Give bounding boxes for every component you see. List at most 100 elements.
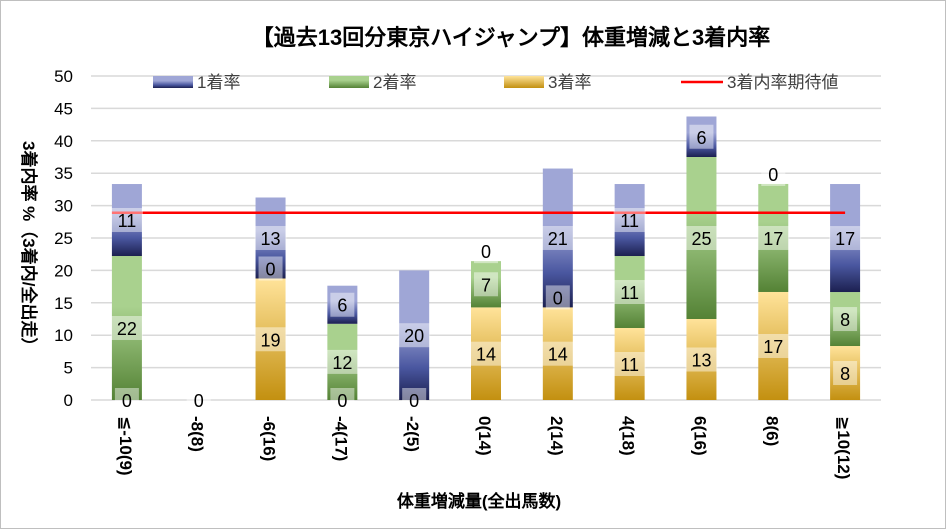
x-tick-label: ≧10(12) (834, 416, 853, 479)
data-label-bg (613, 280, 646, 305)
data-label: 0 (481, 242, 491, 262)
data-label: 0 (553, 288, 563, 308)
data-label: 11 (620, 355, 639, 375)
bar-second-rate (758, 183, 789, 292)
bar-third-rate (542, 307, 573, 400)
data-label: 8 (840, 364, 850, 384)
data-label-bg (689, 124, 714, 149)
data-label-bg (685, 226, 718, 250)
data-label: 11 (118, 211, 137, 231)
legend-label: 2着率 (373, 73, 416, 92)
bar-third-rate (830, 346, 861, 400)
data-label-bg (829, 226, 862, 251)
legend-label: 1着率 (197, 73, 240, 92)
data-label-bg (402, 388, 427, 412)
bar-third-rate (614, 328, 645, 400)
data-label: 19 (261, 330, 281, 350)
y-tick-label: 40 (54, 132, 73, 151)
x-tick-label: 4(18) (619, 416, 638, 456)
x-tick-label: -4(17) (331, 416, 350, 461)
data-label: 20 (404, 326, 424, 346)
data-label: 0 (409, 391, 419, 411)
data-label: 11 (620, 283, 639, 303)
data-label: 0 (337, 391, 347, 411)
data-label: 0 (768, 165, 778, 185)
bar-third-rate (471, 307, 501, 400)
data-label: 0 (266, 260, 276, 280)
data-label-bg (398, 323, 431, 348)
data-label-bg (110, 208, 143, 233)
bar-second-rate (327, 323, 358, 400)
y-tick-label: 5 (64, 359, 73, 378)
data-label: 17 (835, 229, 855, 249)
data-label: 22 (117, 319, 137, 339)
bar-first-rate (686, 116, 717, 157)
data-label: 8 (840, 310, 850, 330)
legend-label: 3着率 (548, 73, 591, 92)
data-label-bg (254, 226, 287, 250)
x-tick-label: 0(14) (475, 416, 494, 456)
bar-first-rate (399, 270, 430, 400)
data-label-bg (833, 307, 858, 332)
bar-third-rate (255, 278, 286, 400)
data-label: 11 (620, 211, 639, 231)
data-label-bg (541, 225, 574, 250)
bar-second-rate (471, 261, 501, 308)
y-tick-label: 25 (54, 229, 73, 248)
x-tick-label: -8(8) (188, 416, 207, 452)
data-label-bg (545, 285, 570, 310)
data-label-bg (613, 352, 646, 377)
data-label-bg (470, 341, 502, 366)
data-label: 6 (337, 296, 347, 316)
y-tick-label: 45 (54, 99, 73, 118)
data-label-bg (613, 208, 646, 233)
data-label: 21 (548, 229, 568, 249)
data-label: 12 (332, 353, 352, 373)
data-label-bg (330, 292, 355, 317)
bar-second-rate (111, 256, 142, 400)
bar-second-rate (614, 256, 645, 329)
x-tick-label: 2(14) (547, 416, 566, 456)
data-label: 0 (194, 391, 204, 411)
bar-first-rate (111, 184, 142, 257)
y-tick-label: 30 (54, 197, 73, 216)
data-label-bg (110, 316, 143, 341)
data-label: 14 (476, 345, 496, 365)
data-label-bg (326, 349, 359, 374)
bar-first-rate (327, 285, 358, 324)
data-label: 7 (481, 275, 491, 295)
data-label-bg (254, 327, 287, 352)
y-tick-label: 20 (54, 261, 73, 280)
data-label-bg (761, 161, 786, 186)
data-label: 0 (122, 391, 132, 411)
y-tick-label: 0 (64, 391, 73, 410)
data-label: 13 (691, 351, 711, 371)
bar-third-rate (758, 291, 789, 400)
y-axis-title: 3着内率 %（3着内/全出走） (19, 141, 39, 354)
legend-swatch (504, 76, 544, 88)
x-tick-label: 8(6) (762, 416, 781, 446)
data-label: 6 (696, 128, 706, 148)
data-label-bg (474, 239, 498, 264)
legend-swatch (153, 76, 193, 88)
chart-title: 【過去13回分東京ハイジャンプ】体重増減と3着内率 (252, 25, 771, 50)
data-label-bg (757, 333, 790, 358)
legend-swatch (329, 76, 369, 88)
data-label-bg (685, 347, 718, 372)
data-label-bg (757, 225, 790, 250)
bar-first-rate (255, 197, 286, 279)
bar-second-rate (686, 157, 717, 319)
x-tick-label: 6(16) (690, 416, 709, 456)
data-label-bg (186, 388, 211, 412)
bar-first-rate (830, 184, 861, 293)
legend-label: 3着内率期待値 (727, 73, 838, 92)
data-label-bg (541, 341, 574, 366)
data-label-bg (330, 388, 355, 412)
data-label-bg (833, 361, 858, 386)
data-label-bg (474, 272, 498, 297)
bar-second-rate (830, 292, 861, 347)
y-tick-label: 50 (54, 67, 73, 86)
x-tick-label: ≦-10(9) (116, 416, 135, 476)
